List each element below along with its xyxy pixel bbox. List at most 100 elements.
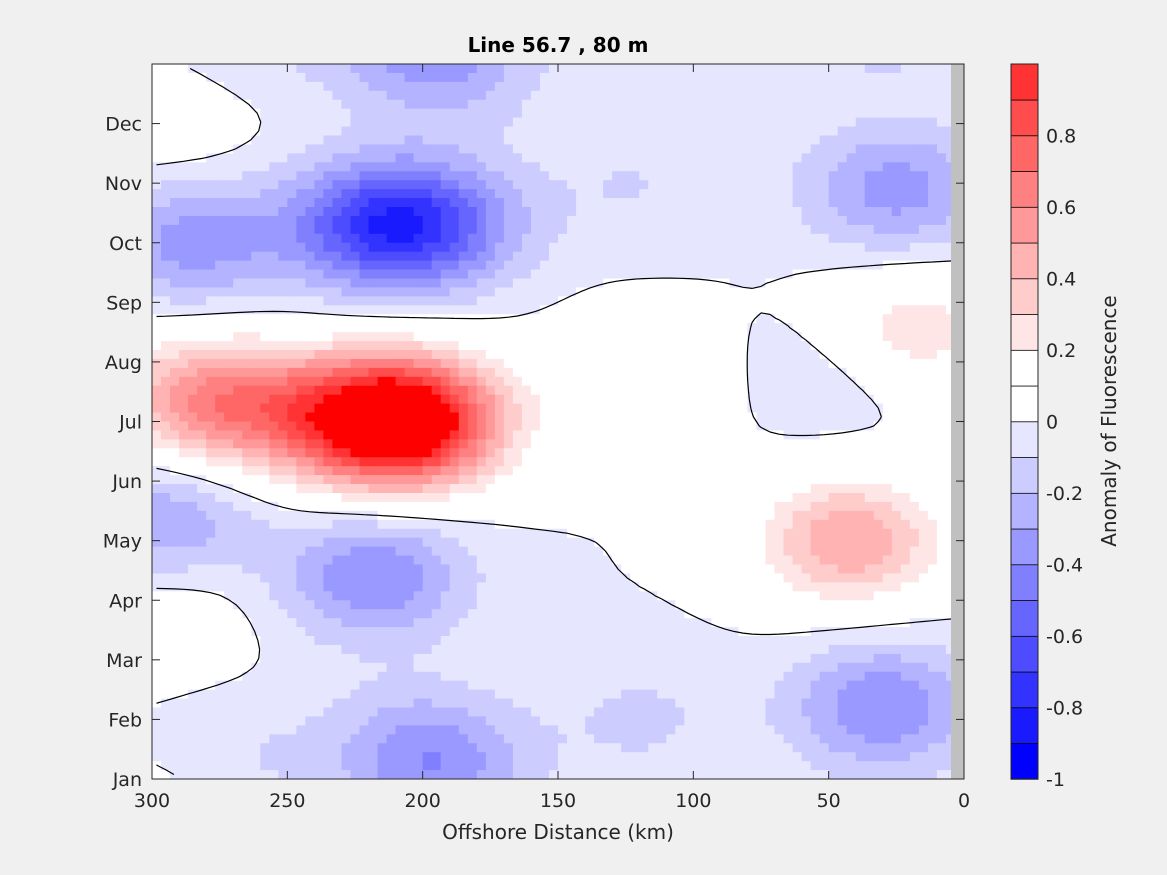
heatmap-cell xyxy=(296,269,306,280)
heatmap-cell xyxy=(756,475,767,485)
heatmap-cell xyxy=(747,207,758,217)
heatmap-cell xyxy=(278,475,288,485)
heatmap-cell xyxy=(494,108,505,119)
heatmap-cell xyxy=(458,108,469,119)
heatmap-cell xyxy=(756,207,767,217)
heatmap-cell xyxy=(359,394,370,405)
heatmap-cell xyxy=(855,207,866,217)
heatmap-cell xyxy=(188,162,198,172)
heatmap-cell xyxy=(693,358,703,369)
heatmap-cell xyxy=(846,162,857,172)
heatmap-cell xyxy=(765,189,776,199)
heatmap-cell xyxy=(404,108,415,119)
heatmap-cell xyxy=(521,546,532,557)
heatmap-cell xyxy=(936,358,947,369)
heatmap-cell xyxy=(287,510,297,521)
heatmap-cell xyxy=(882,457,893,467)
heatmap-cell xyxy=(702,493,712,503)
heatmap-cell xyxy=(585,394,595,405)
heatmap-cell xyxy=(702,72,712,83)
heatmap-cell xyxy=(368,412,379,423)
heatmap-cell xyxy=(476,269,487,280)
heatmap-cell xyxy=(296,64,306,74)
heatmap-cell xyxy=(242,144,252,154)
heatmap-cell xyxy=(630,403,640,414)
heatmap-cell xyxy=(503,287,514,297)
heatmap-cell xyxy=(296,305,306,315)
heatmap-cell xyxy=(846,546,857,557)
heatmap-cell xyxy=(233,421,243,432)
heatmap-cell xyxy=(720,546,731,557)
heatmap-cell xyxy=(413,385,424,396)
heatmap-cell xyxy=(657,385,667,396)
heatmap-cell xyxy=(666,314,676,324)
heatmap-cell xyxy=(386,305,397,315)
heatmap-cell xyxy=(512,144,523,154)
heatmap-cell xyxy=(900,296,911,306)
heatmap-cell xyxy=(350,403,361,414)
heatmap-cell xyxy=(576,466,586,476)
heatmap-cell xyxy=(774,457,785,467)
heatmap-cell xyxy=(458,484,469,494)
heatmap-cell xyxy=(612,358,622,369)
heatmap-cell xyxy=(585,242,595,253)
heatmap-cell xyxy=(567,269,577,280)
heatmap-cell xyxy=(512,332,523,342)
heatmap-cell xyxy=(675,64,685,74)
heatmap-cell xyxy=(242,135,252,146)
heatmap-cell xyxy=(287,260,297,271)
heatmap-cell xyxy=(224,528,234,539)
heatmap-cell xyxy=(720,519,731,530)
heatmap-cell xyxy=(738,376,749,387)
heatmap-cell xyxy=(431,64,442,74)
heatmap-cell xyxy=(846,412,857,423)
heatmap-cell xyxy=(287,484,297,494)
heatmap-cell xyxy=(179,144,189,154)
heatmap-cell xyxy=(882,421,893,432)
heatmap-cell xyxy=(467,215,478,226)
heatmap-cell xyxy=(639,484,649,494)
heatmap-cell xyxy=(548,528,559,539)
heatmap-cell xyxy=(305,519,315,530)
heatmap-cell xyxy=(837,358,848,369)
heatmap-cell xyxy=(494,367,505,378)
heatmap-cell xyxy=(431,510,442,521)
heatmap-cell xyxy=(603,135,613,146)
heatmap-cell xyxy=(242,448,252,458)
heatmap-cell xyxy=(422,180,433,190)
heatmap-cell xyxy=(269,162,279,172)
heatmap-cell xyxy=(558,367,568,378)
heatmap-cell xyxy=(603,528,613,539)
heatmap-cell xyxy=(386,439,397,449)
heatmap-cell xyxy=(630,394,640,405)
heatmap-cell xyxy=(918,358,929,369)
heatmap-cell xyxy=(702,510,712,521)
heatmap-cell xyxy=(774,233,785,244)
heatmap-cell xyxy=(891,546,902,557)
heatmap-cell xyxy=(864,180,875,190)
heatmap-cell xyxy=(458,242,469,253)
heatmap-cell xyxy=(711,278,721,289)
heatmap-cell xyxy=(558,350,568,360)
heatmap-cell xyxy=(296,519,306,530)
heatmap-cell xyxy=(260,224,270,235)
heatmap-cell xyxy=(206,376,216,387)
heatmap-cell xyxy=(702,99,712,110)
heatmap-cell xyxy=(783,64,794,74)
heatmap-cell xyxy=(810,135,821,146)
heatmap-cell xyxy=(594,367,604,378)
heatmap-cell xyxy=(882,376,893,387)
heatmap-cell xyxy=(855,64,866,74)
heatmap-cell xyxy=(657,519,667,530)
heatmap-cell xyxy=(891,466,902,476)
heatmap-cell xyxy=(693,90,703,101)
heatmap-cell xyxy=(449,117,460,128)
heatmap-cell xyxy=(521,394,532,405)
heatmap-cell xyxy=(792,528,803,539)
heatmap-cell xyxy=(630,135,640,146)
heatmap-cell xyxy=(350,287,361,297)
heatmap-cell xyxy=(603,519,613,530)
heatmap-cell xyxy=(567,153,577,163)
heatmap-cell xyxy=(612,528,622,539)
heatmap-cell xyxy=(621,278,631,289)
